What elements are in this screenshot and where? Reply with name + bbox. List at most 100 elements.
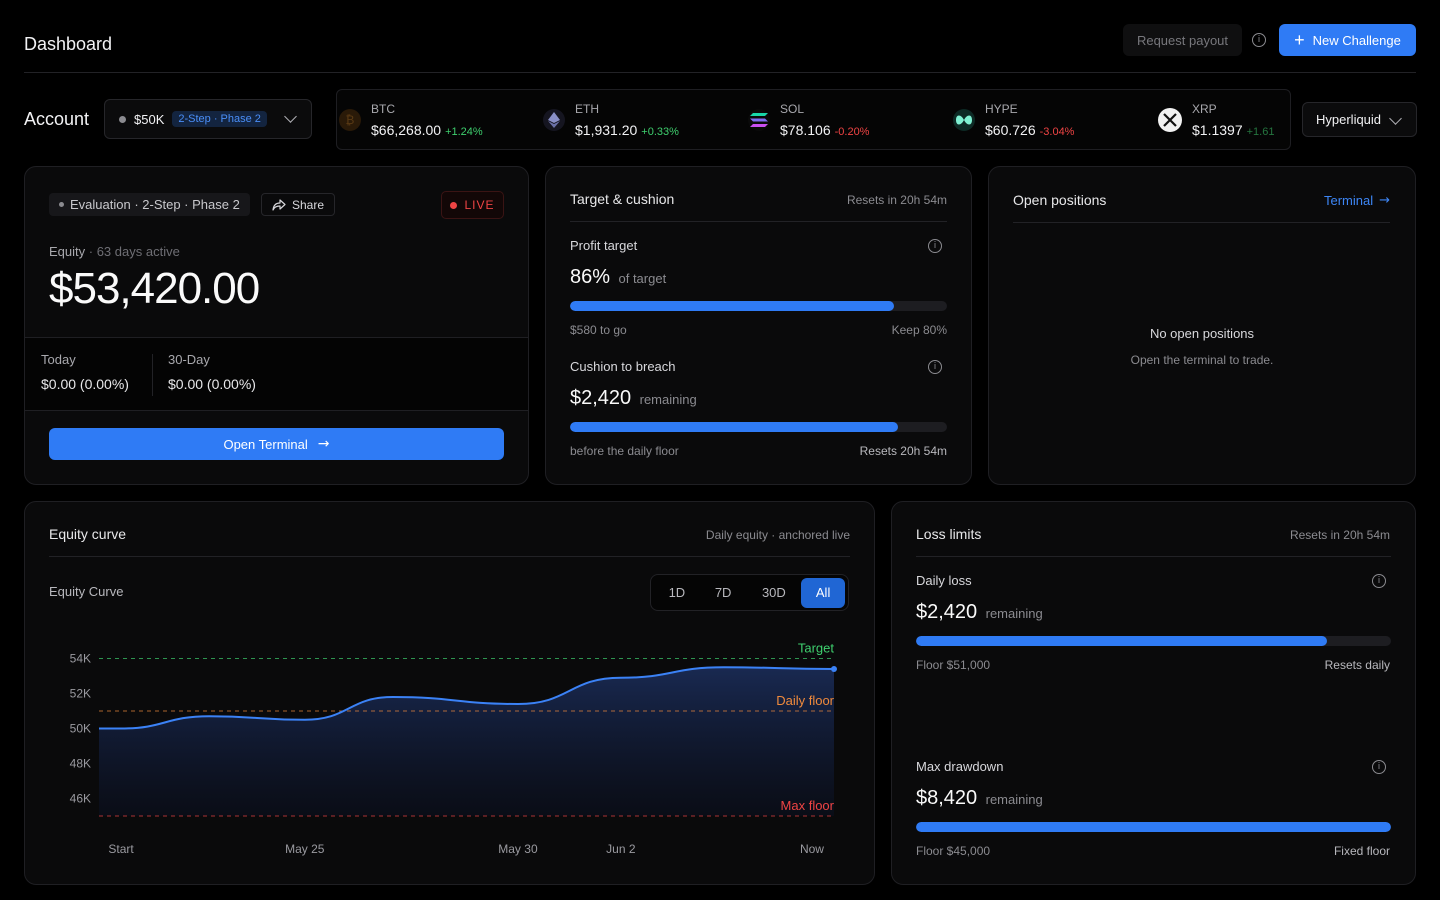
account-size: $50K xyxy=(134,111,165,127)
info-icon[interactable]: i xyxy=(1372,574,1386,588)
ticker-price: $60.726 xyxy=(985,121,1036,138)
cushion-fill xyxy=(570,422,898,432)
cushion-value-row: $2,420 remaining xyxy=(570,387,697,410)
y-tick-label: 54K xyxy=(70,652,91,666)
share-button[interactable]: Share xyxy=(261,193,336,216)
live-badge: LIVE xyxy=(441,191,504,219)
equity-curve-meta: Daily equity · anchored live xyxy=(705,528,850,542)
equity-line xyxy=(98,666,835,730)
ticker-symbol: XRP xyxy=(1192,101,1217,116)
x-tick-label: May 30 xyxy=(498,842,538,856)
max-drawdown-label: Max drawdown xyxy=(916,759,1004,774)
ticker-strip: ₿ BTC $66,268.00 +1.24% ETH $1,931.20 +0.3… xyxy=(336,89,1291,150)
exchange-selector[interactable]: Hyperliquid xyxy=(1302,102,1417,137)
x-tick-label: Start xyxy=(108,842,134,856)
thirty-day-value: $0.00 (0.00%) xyxy=(168,376,256,392)
today-value: $0.00 (0.00%) xyxy=(41,376,129,392)
daily-loss-bar xyxy=(916,636,1391,646)
cushion-bar xyxy=(570,422,947,432)
fixed-floor-note: Fixed floor xyxy=(1333,844,1390,858)
loss-limits-title: Loss limits xyxy=(916,526,982,542)
y-tick-label: 50K xyxy=(70,722,91,736)
page-title: Dashboard xyxy=(24,34,113,54)
profit-target-bar xyxy=(570,301,947,311)
chart-title: Equity Curve xyxy=(49,584,124,599)
reset-timer: Resets in 20h 54m xyxy=(846,193,947,207)
terminal-link-label: Terminal xyxy=(1323,193,1374,208)
sol-icon xyxy=(748,108,770,131)
y-tick-label: 52K xyxy=(70,687,91,701)
info-icon[interactable]: i xyxy=(928,239,942,253)
max-drawdown-value-row: $8,420 remaining xyxy=(916,787,1043,810)
info-icon[interactable]: i xyxy=(928,360,942,374)
open-terminal-button[interactable]: Open Terminal → xyxy=(49,428,504,460)
live-label: LIVE xyxy=(464,198,495,212)
equity-label-row: Equity · 63 days active xyxy=(49,244,180,259)
daily-loss-label: Daily loss xyxy=(916,573,972,588)
ticker-symbol: HYPE xyxy=(985,101,1018,116)
exchange-label: Hyperliquid xyxy=(1316,112,1382,127)
terminal-link[interactable]: Terminal → xyxy=(1324,193,1390,208)
eth-icon xyxy=(543,108,565,131)
daily-loss-value-row: $2,420 remaining xyxy=(916,601,1043,624)
cushion-suffix: remaining xyxy=(639,392,697,407)
timeframe-1d[interactable]: 1D xyxy=(668,585,686,600)
share-icon xyxy=(272,198,286,211)
empty-state-subtitle: Open the terminal to trade. xyxy=(1130,353,1274,367)
ticker-hype[interactable]: HYPE $60.726 -3.04% xyxy=(953,90,1074,149)
equity-area xyxy=(99,667,834,816)
reference-line-label: Target xyxy=(798,641,835,656)
arrow-right-icon: → xyxy=(317,436,330,452)
fixed-floor-value: Floor $45,000 xyxy=(916,844,991,858)
equity-label: Equity xyxy=(49,244,86,259)
timeframe-7d[interactable]: 7D xyxy=(714,585,732,600)
equity-chart: 54K 52K 50K 48K 46K Start May 25 May 30 Jun 2 Now… xyxy=(70,641,837,856)
hype-icon xyxy=(953,108,975,131)
ticker-btc[interactable]: ₿ BTC $66,268.00 +1.24% xyxy=(339,90,483,149)
max-drawdown-value: $8,420 xyxy=(916,787,978,809)
max-drawdown-bar xyxy=(916,822,1391,832)
ticker-sol[interactable]: SOL $78.106 -0.20% xyxy=(748,90,869,149)
today-label: Today xyxy=(41,352,76,367)
daily-floor: Floor $51,000 xyxy=(916,658,991,672)
timeframe-all[interactable]: All xyxy=(801,577,845,608)
ticker-eth[interactable]: ETH $1,931.20 +0.33% xyxy=(543,90,679,149)
info-icon[interactable]: i xyxy=(1252,33,1266,47)
new-challenge-button[interactable]: + New Challenge xyxy=(1279,24,1416,56)
card-divider xyxy=(570,221,947,222)
account-label: Account xyxy=(24,109,90,129)
ticker-change: +1.24% xyxy=(445,125,483,138)
ticker-xrp[interactable]: XRP $1.1397 +1.61 xyxy=(1158,90,1274,149)
info-icon[interactable]: i xyxy=(1372,760,1386,774)
xrp-icon xyxy=(1158,107,1182,132)
status-dot xyxy=(59,202,64,207)
phase-badge: 2-Step · Phase 2 xyxy=(172,111,267,127)
open-positions-title: Open positions xyxy=(1013,192,1107,208)
profit-target-value: 86% xyxy=(570,266,611,288)
open-positions-card xyxy=(988,166,1416,485)
timeframe-30d[interactable]: 30D xyxy=(761,585,786,600)
daily-loss-value: $2,420 xyxy=(916,601,978,623)
chevron-down-icon xyxy=(1389,112,1402,125)
reset-timer: Resets in 20h 54m xyxy=(1289,528,1390,542)
cushion-value: $2,420 xyxy=(570,387,632,409)
cushion-reset: Resets 20h 54m xyxy=(859,444,947,458)
equity-value: $53,420.00 xyxy=(49,264,260,313)
timeframe-selector: 1D 7D 30D All xyxy=(650,574,849,611)
request-payout-button[interactable]: Request payout xyxy=(1123,24,1242,56)
profit-keep: Keep 80% xyxy=(891,323,947,337)
status-dot xyxy=(119,115,126,123)
daily-loss-fill xyxy=(916,636,1327,646)
profit-target-suffix: of target xyxy=(618,271,667,286)
account-selector[interactable]: $50K 2-Step · Phase 2 xyxy=(104,99,312,139)
open-terminal-label: Open Terminal xyxy=(223,436,308,452)
ticker-price: $66,268.00 xyxy=(371,121,442,138)
profit-target-fill xyxy=(570,301,895,311)
x-tick-label: May 25 xyxy=(285,842,325,856)
cushion-note: before the daily floor xyxy=(570,444,679,458)
chevron-down-icon xyxy=(284,110,297,123)
x-tick-label: Now xyxy=(800,842,824,856)
thirty-day-label: 30-Day xyxy=(168,352,210,367)
ticker-price: $1.1397 xyxy=(1192,121,1243,138)
arrow-right-icon: → xyxy=(1379,193,1390,208)
